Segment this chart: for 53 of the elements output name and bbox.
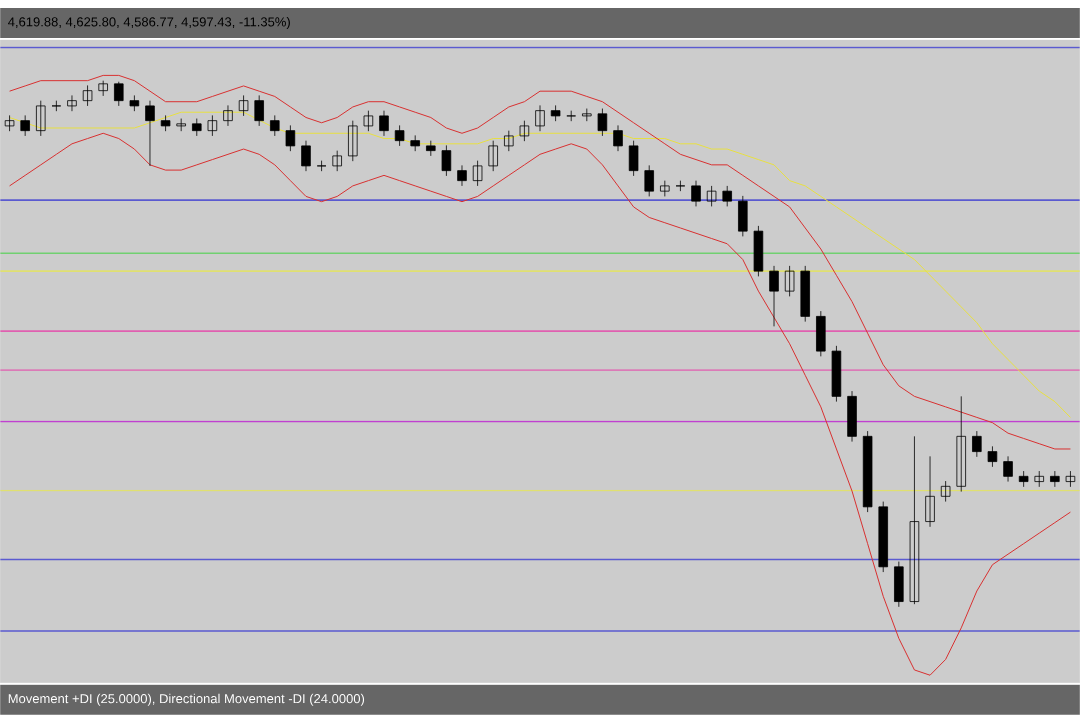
candlestick [691,180,701,207]
candlestick [644,165,654,197]
candlestick [379,110,389,137]
candlestick [597,108,608,137]
candlestick [254,95,264,127]
candlestick [348,120,358,162]
candlestick [394,125,405,147]
candlestick [98,80,108,97]
candlestick [706,185,717,207]
candlestick [145,100,155,167]
candlestick [51,100,62,112]
candlestick [1034,470,1045,488]
candlestick [82,85,93,107]
candlestick [36,100,46,137]
candlestick [675,180,686,192]
candlestick [956,396,966,493]
candlestick [238,95,249,117]
candlestick [316,160,327,172]
candlestick [223,105,233,127]
candlestick [566,110,576,122]
candlestick [67,95,77,112]
candlestick [909,436,920,605]
candlestick [504,130,514,152]
candlestick [332,150,342,172]
candlestick [1065,470,1076,488]
candlestick [114,81,124,107]
candlestick [582,108,592,122]
candlestick [20,115,30,137]
candlestick [925,456,935,528]
candlestick [1003,456,1013,483]
candlestick [207,115,218,137]
candlestick [363,110,374,132]
candlestick [722,185,732,207]
candlestick [972,430,982,458]
candlestick [613,125,623,152]
candlestick [285,125,296,152]
candlestick [472,160,483,187]
candlestick [784,265,795,297]
candlestick [519,120,530,142]
candlestick [441,145,452,177]
candlestick [940,480,951,503]
text: 4,619.88, 4,625.80, 4,586.77, 4,597.43, -11.35%) [8,17,290,30]
text: Movement +DI (25.0000), Directional Movement -DI (24.0000) [8,693,365,706]
candlestick [301,140,311,172]
candlestick [660,180,670,197]
candlestick [270,115,280,137]
candlestick [176,118,186,132]
candlestick [457,165,467,187]
candlestick [488,140,498,172]
candlestick [769,265,779,327]
candlestick [4,115,15,132]
candlestick [987,446,998,468]
candlestick [535,105,545,132]
